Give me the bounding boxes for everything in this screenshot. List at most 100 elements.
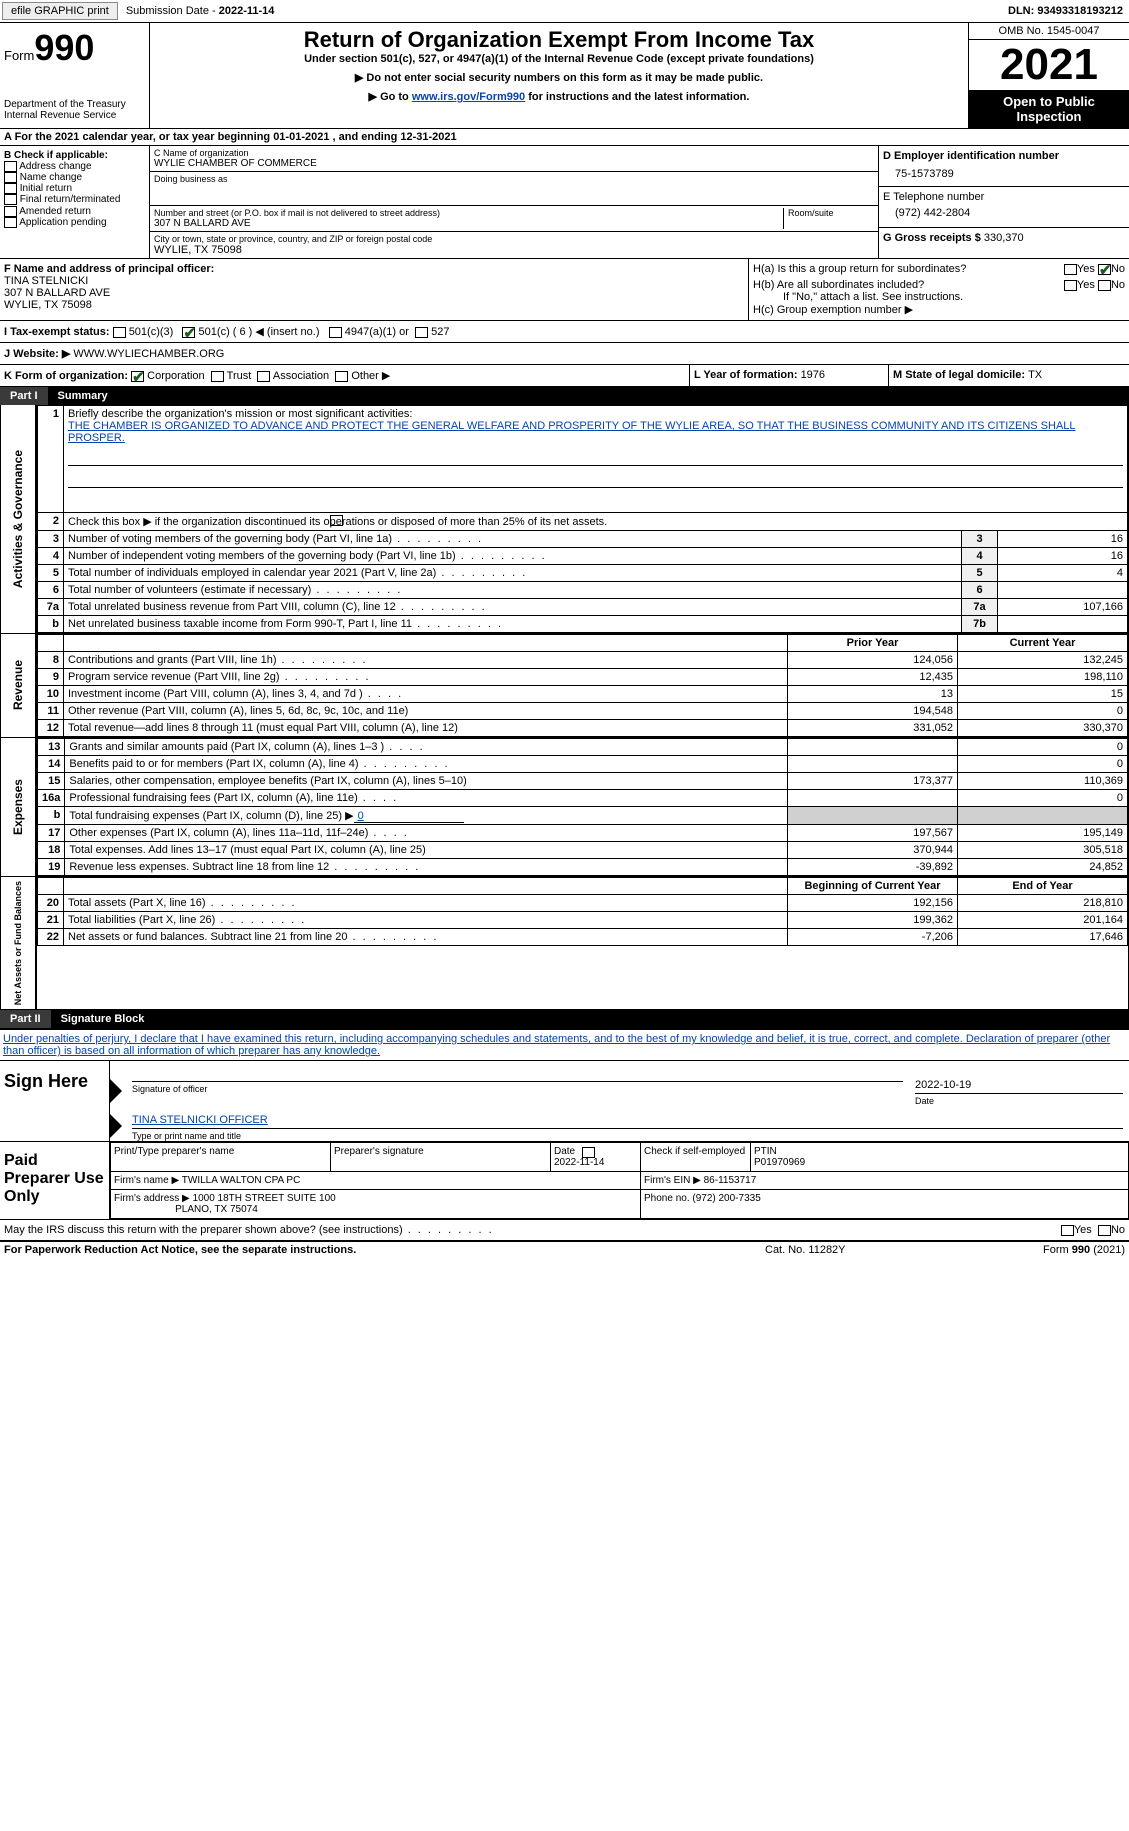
l11-desc: Other revenue (Part VIII, column (A), li… <box>68 705 408 717</box>
top-toolbar: efile GRAPHIC print Submission Date - 20… <box>0 0 1129 23</box>
l20-desc: Total assets (Part X, line 16) <box>68 897 297 909</box>
hb-note: If "No," attach a list. See instructions… <box>753 291 1125 303</box>
l21-desc: Total liabilities (Part X, line 26) <box>68 914 306 926</box>
k-assoc-checkbox[interactable] <box>257 371 270 382</box>
org-address: 307 N BALLARD AVE <box>154 218 783 229</box>
l11-cy: 0 <box>958 703 1128 720</box>
l2-checkbox[interactable] <box>330 515 343 526</box>
l21-cy: 201,164 <box>958 912 1128 929</box>
checkbox-application-pending[interactable] <box>4 217 17 228</box>
l9-cy: 198,110 <box>958 669 1128 686</box>
form-header: Form990 Department of the Treasury Inter… <box>0 23 1129 129</box>
l8-py: 124,056 <box>788 652 958 669</box>
self-employed-checkbox[interactable] <box>582 1147 595 1158</box>
year-formation: 1976 <box>801 369 825 381</box>
dept-treasury: Department of the Treasury <box>4 99 145 110</box>
l22-cy: 17,646 <box>958 929 1128 946</box>
footer-paperwork: For Paperwork Reduction Act Notice, see … <box>4 1244 765 1256</box>
l6-val <box>998 582 1128 599</box>
submission-date: Submission Date - 2022-11-14 <box>120 3 281 19</box>
l16b-desc: Total fundraising expenses (Part IX, col… <box>69 810 353 822</box>
phone-value: (972) 442-2804 <box>883 203 1125 223</box>
bcy-hdr: Beginning of Current Year <box>788 878 958 895</box>
l19-desc: Revenue less expenses. Subtract line 18 … <box>69 861 420 873</box>
side-netassets: Net Assets or Fund Balances <box>11 877 25 1009</box>
tax-year: 2021 <box>969 40 1129 90</box>
l12-py: 331,052 <box>788 720 958 737</box>
hc-label: H(c) Group exemption number ▶ <box>753 303 1125 316</box>
ein-value: 75-1573789 <box>883 162 1125 186</box>
hb-yes-checkbox[interactable] <box>1064 280 1077 291</box>
efile-print-button[interactable]: efile GRAPHIC print <box>2 2 118 20</box>
firm-ein-label: Firm's EIN ▶ <box>644 1175 704 1186</box>
ha-no-checkbox[interactable] <box>1098 264 1111 275</box>
checkbox-initial-return[interactable] <box>4 183 17 194</box>
may-no-checkbox[interactable] <box>1098 1225 1111 1236</box>
l16b-val[interactable]: 0 <box>354 810 464 823</box>
part-1-header: Part I Summary <box>0 387 1129 405</box>
l21-py: 199,362 <box>788 912 958 929</box>
firm-name: TWILLA WALTON CPA PC <box>182 1175 301 1186</box>
l6-desc: Total number of volunteers (estimate if … <box>68 584 402 596</box>
l5-desc: Total number of individuals employed in … <box>68 567 527 579</box>
l10-desc: Investment income (Part VIII, column (A)… <box>68 688 403 700</box>
l13-desc: Grants and similar amounts paid (Part IX… <box>69 741 424 753</box>
l18-cy: 305,518 <box>958 842 1128 859</box>
checkbox-address-change[interactable] <box>4 161 17 172</box>
l17-cy: 195,149 <box>958 825 1128 842</box>
i-4947-checkbox[interactable] <box>329 327 342 338</box>
checkbox-final-return[interactable] <box>4 194 17 205</box>
ha-label: H(a) Is this a group return for subordin… <box>753 263 966 275</box>
l22-desc: Net assets or fund balances. Subtract li… <box>68 931 438 943</box>
arrow-icon-2 <box>110 1114 122 1138</box>
checkbox-amended-return[interactable] <box>4 206 17 217</box>
dba-label: Doing business as <box>154 174 874 184</box>
typed-name[interactable]: TINA STELNICKI OFFICER <box>132 1114 268 1126</box>
k-corp-checkbox[interactable] <box>131 371 144 382</box>
form-number: 990 <box>34 27 94 68</box>
may-yes-checkbox[interactable] <box>1061 1225 1074 1236</box>
checkbox-name-change[interactable] <box>4 172 17 183</box>
paid-preparer-label: Paid Preparer Use Only <box>0 1142 110 1219</box>
l17-py: 197,567 <box>788 825 958 842</box>
l15-cy: 110,369 <box>958 773 1128 790</box>
prep-name-label: Print/Type preparer's name <box>114 1146 234 1157</box>
l19-cy: 24,852 <box>958 859 1128 876</box>
l7b-desc: Net unrelated business taxable income fr… <box>68 618 503 630</box>
l14-cy: 0 <box>958 756 1128 773</box>
firm-ein: 86-1153717 <box>704 1175 757 1186</box>
ptin-val: P01970969 <box>754 1157 805 1168</box>
firm-name-label: Firm's name ▶ <box>114 1175 182 1186</box>
i-501c-checkbox[interactable] <box>182 327 195 338</box>
l7a-desc: Total unrelated business revenue from Pa… <box>68 601 487 613</box>
irs-link[interactable]: www.irs.gov/Form990 <box>412 91 525 103</box>
l10-cy: 15 <box>958 686 1128 703</box>
hb-label: H(b) Are all subordinates included? <box>753 279 924 291</box>
l14-desc: Benefits paid to or for members (Part IX… <box>69 758 449 770</box>
k-label: K Form of organization: <box>4 370 128 382</box>
mission-text[interactable]: THE CHAMBER IS ORGANIZED TO ADVANCE AND … <box>68 420 1076 444</box>
l4-desc: Number of independent voting members of … <box>68 550 547 562</box>
org-name: WYLIE CHAMBER OF COMMERCE <box>154 158 874 169</box>
k-trust-checkbox[interactable] <box>211 371 224 382</box>
hb-no-checkbox[interactable] <box>1098 280 1111 291</box>
goto-prefix: ▶ Go to <box>369 91 412 103</box>
k-other-checkbox[interactable] <box>335 371 348 382</box>
l9-desc: Program service revenue (Part VIII, line… <box>68 671 371 683</box>
l1-desc: Briefly describe the organization's miss… <box>68 408 412 420</box>
l20-cy: 218,810 <box>958 895 1128 912</box>
i-label: I Tax-exempt status: <box>4 326 110 338</box>
subtitle-2: ▶ Do not enter social security numbers o… <box>154 71 964 84</box>
typed-label: Type or print name and title <box>126 1131 1129 1141</box>
form-title: Return of Organization Exempt From Incom… <box>154 27 964 53</box>
firm-addr2: PLANO, TX 75074 <box>175 1204 258 1215</box>
sig-date-value: 2022-10-19 <box>909 1079 1129 1091</box>
m-label: M State of legal domicile: <box>893 369 1028 381</box>
i-527-checkbox[interactable] <box>415 327 428 338</box>
declaration-text[interactable]: Under penalties of perjury, I declare th… <box>3 1033 1110 1057</box>
ptin-label: PTIN <box>754 1146 777 1157</box>
i-501c3-checkbox[interactable] <box>113 327 126 338</box>
ha-yes-checkbox[interactable] <box>1064 264 1077 275</box>
l15-desc: Salaries, other compensation, employee b… <box>69 775 466 787</box>
may-discuss-label: May the IRS discuss this return with the… <box>4 1224 494 1236</box>
